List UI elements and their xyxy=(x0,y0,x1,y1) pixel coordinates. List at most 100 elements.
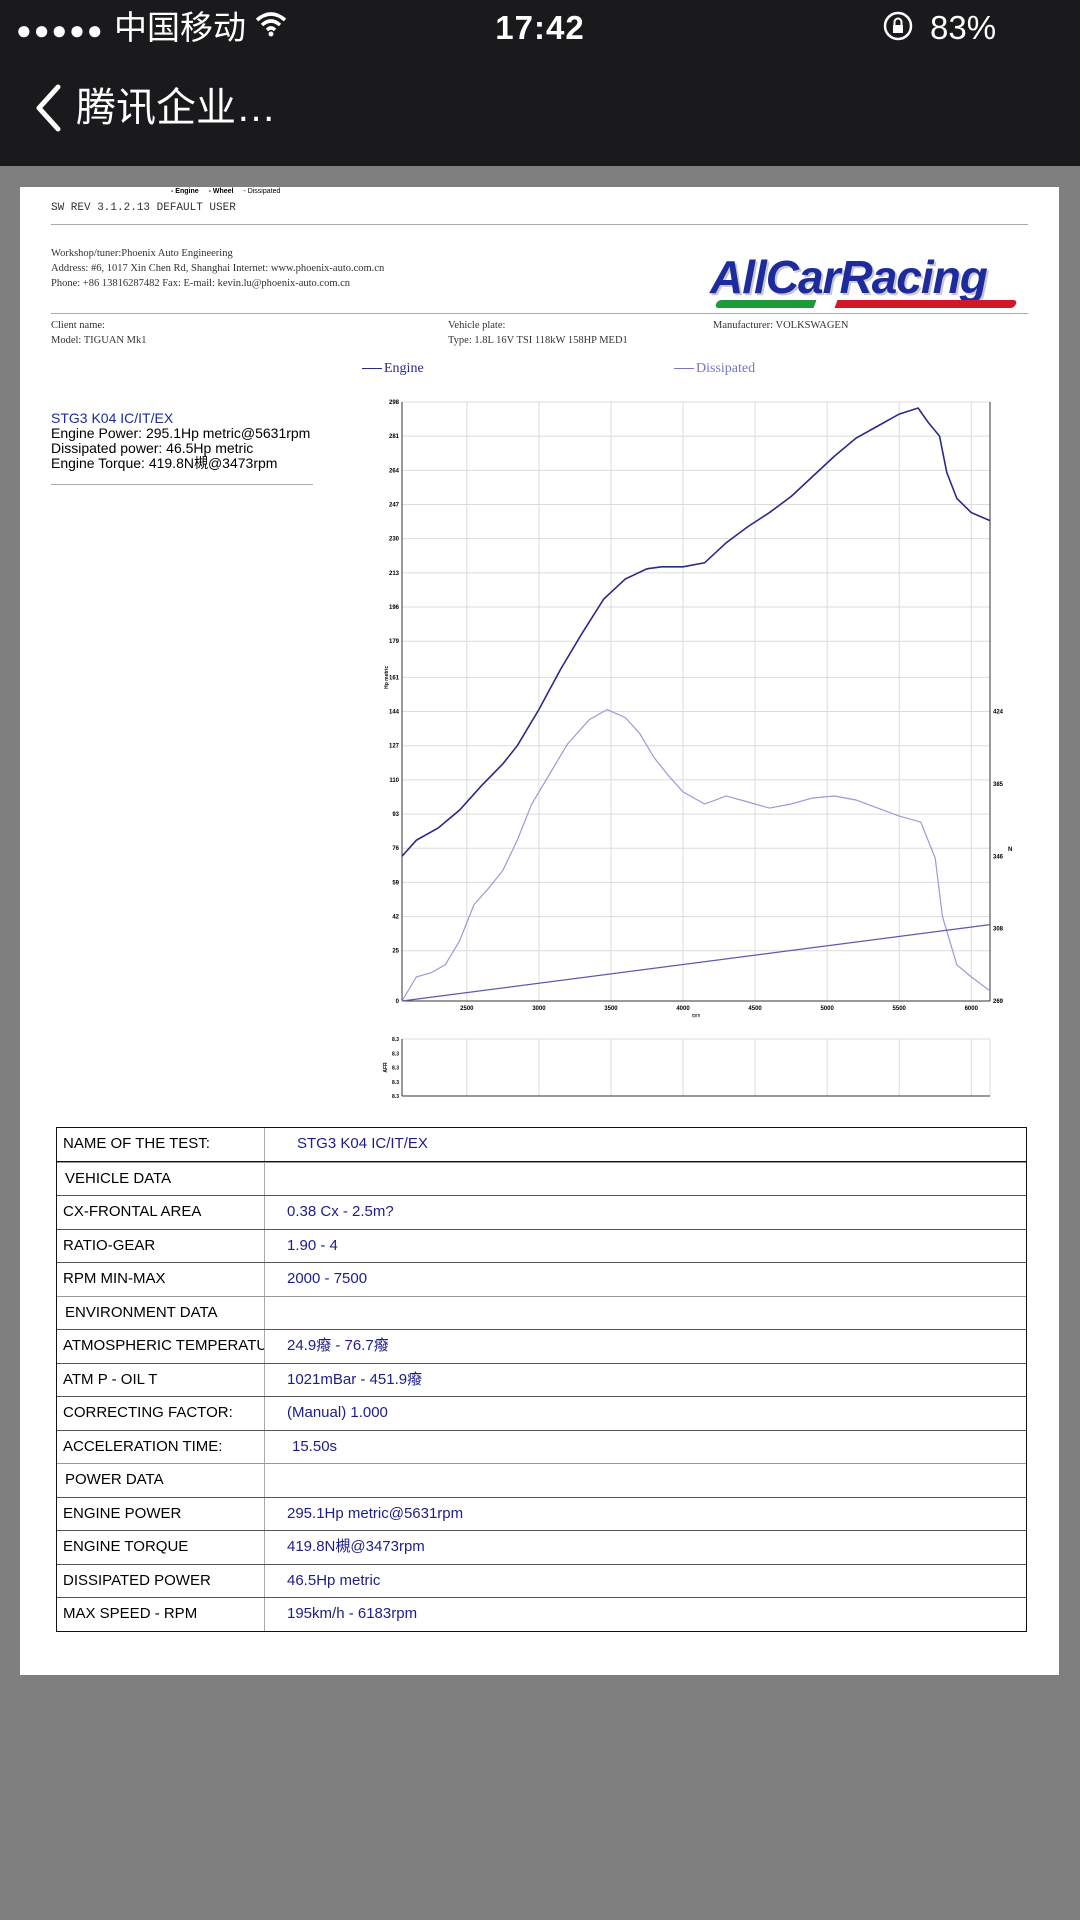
table-row-label: NAME OF THE TEST: xyxy=(57,1128,265,1161)
table-row: ENVIRONMENT DATA xyxy=(57,1295,1026,1329)
y-tick-label: 76 xyxy=(392,846,399,852)
y2-tick-label: 308 xyxy=(993,927,1004,933)
y2-tick-label: 424 xyxy=(993,710,1004,716)
table-row: NAME OF THE TEST: STG3 K04 IC/IT/EX xyxy=(57,1128,1026,1162)
table-row: ATM P - OIL T 1021mBar - 451.9癈 xyxy=(57,1362,1026,1396)
table-row-label: ENVIRONMENT DATA xyxy=(57,1296,265,1329)
divider xyxy=(51,484,313,485)
table-row-label: MAX SPEED - RPM xyxy=(57,1598,265,1631)
client-name: Client name: xyxy=(51,320,105,331)
afr-tick-label: 8.3 xyxy=(392,1094,399,1100)
y-tick-label: 93 xyxy=(392,812,399,818)
y2-tick-label: 346 xyxy=(993,854,1004,860)
table-row-value: 0.38 Cx - 2.5m? xyxy=(287,1203,394,1220)
summary-engine-torque: Engine Torque: 419.8N槻@3473rpm xyxy=(51,455,278,471)
legend-dissipated: - Dissipated xyxy=(243,188,281,195)
phone: Phone: +86 13816287482 Fax: E-mail: kevi… xyxy=(51,278,351,289)
manufacturer: Manufacturer: VOLKSWAGEN xyxy=(713,320,849,331)
status-bar: ●●●●● 中国移动 17:42 83% xyxy=(0,0,1080,54)
y-tick-label: 110 xyxy=(389,778,399,784)
rotation-lock-icon xyxy=(882,10,914,51)
table-row-label: ATM P - OIL T xyxy=(57,1363,265,1396)
y-tick-label: 213 xyxy=(389,571,400,577)
x-tick-label: 4500 xyxy=(748,1006,762,1012)
x-axis-label: rpm xyxy=(692,1013,701,1019)
software-revision: SW REV 3.1.2.13 DEFAULT USER xyxy=(51,202,236,214)
table-row-label: CX-FRONTAL AREA xyxy=(57,1196,265,1229)
y-tick-label: 25 xyxy=(392,949,399,955)
y-tick-label: 298 xyxy=(389,400,400,406)
table-row-value: (Manual) 1.000 xyxy=(287,1404,388,1421)
summary-test-name: STG3 K04 IC/IT/EX xyxy=(51,410,174,426)
table-row-label: ATMOSPHERIC TEMPERATURE xyxy=(57,1330,265,1363)
series-dissipated-line xyxy=(401,708,991,1002)
table-row: CORRECTING FACTOR: (Manual) 1.000 xyxy=(57,1396,1026,1430)
table-row-value: STG3 K04 IC/IT/EX xyxy=(297,1135,428,1152)
carrier-name: 中国移动 xyxy=(114,9,246,46)
y-tick-label: 264 xyxy=(389,468,400,474)
table-row-label: ENGINE TORQUE xyxy=(57,1531,265,1564)
nav-bar: 腾讯企业… xyxy=(0,64,1080,154)
allcarracing-logo: AllCarRacing xyxy=(710,250,1030,322)
table-row-label: ACCELERATION TIME: xyxy=(57,1430,265,1463)
address: Address: #6, 1017 Xin Chen Rd, Shanghai … xyxy=(51,263,385,274)
x-tick-label: 2500 xyxy=(460,1006,474,1012)
table-row: ACCELERATION TIME: 15.50s xyxy=(57,1429,1026,1463)
table-row-label: ENGINE POWER xyxy=(57,1497,265,1530)
table-row: POWER DATA xyxy=(57,1463,1026,1497)
table-row-value: 295.1Hp metric@5631rpm xyxy=(287,1504,464,1522)
vehicle-plate: Vehicle plate: xyxy=(448,320,506,331)
y-tick-label: 0 xyxy=(396,999,400,1005)
test-data-table: NAME OF THE TEST: STG3 K04 IC/IT/EX VEHICL… xyxy=(56,1127,1027,1632)
x-tick-label: 6000 xyxy=(965,1006,979,1012)
nav-title: 腾讯企业… xyxy=(76,86,276,130)
legend-wheel: - Wheel xyxy=(208,188,234,195)
table-row: MAX SPEED - RPM 195km/h - 6183rpm xyxy=(57,1597,1026,1631)
legend-engine: - Engine xyxy=(171,188,199,195)
table-row-value: 15.50s xyxy=(292,1437,338,1455)
summary-engine-power: Engine Power: 295.1Hp metric@5631rpm xyxy=(51,425,311,441)
x-tick-label: 4000 xyxy=(676,1006,690,1012)
x-tick-label: 3000 xyxy=(532,1006,546,1012)
y2-tick-label: 385 xyxy=(993,782,1004,788)
signal-strength-icon: ●●●●● xyxy=(16,15,105,45)
table-row-value: 46.5Hp metric xyxy=(287,1571,381,1589)
top-bar: ●●●●● 中国移动 17:42 83% 腾讯企业… xyxy=(0,0,1080,166)
table-row-label: RPM MIN-MAX xyxy=(57,1263,265,1296)
workshop: Workshop/tuner:Phoenix Auto Engineering xyxy=(51,248,233,259)
table-row: CX-FRONTAL AREA 0.38 Cx - 2.5m? xyxy=(57,1195,1026,1229)
divider xyxy=(51,313,1028,314)
y-tick-label: 179 xyxy=(389,639,400,645)
afr-frame xyxy=(401,1038,991,1097)
table-row-value: 195km/h - 6183rpm xyxy=(287,1605,418,1622)
y-tick-label: 281 xyxy=(389,434,400,440)
power-chart: 0 25 42 59 76 93 110 127 144 161 179 196 213 230 247 26… xyxy=(384,400,1012,1019)
chart-legend-dissipated: Dissipated xyxy=(674,361,755,377)
table-row: ENGINE TORQUE 419.8N槻@3473rpm xyxy=(57,1530,1026,1564)
back-button[interactable]: 腾讯企业… xyxy=(28,78,408,138)
series-engine-line xyxy=(401,407,991,857)
document-page: - Engine - Wheel - Dissipated SW REV 3.1… xyxy=(20,187,1059,1675)
afr-tick-label: 8.3 xyxy=(392,1037,399,1043)
battery-level: 83% xyxy=(930,9,997,46)
table-row-value: 1.90 - 4 xyxy=(287,1236,338,1254)
table-row-label: CORRECTING FACTOR: xyxy=(57,1397,265,1430)
chart-legend-engine: Engine xyxy=(362,361,424,377)
y-tick-label: 59 xyxy=(392,880,399,886)
table-row-value: 24.9癈 - 76.7癈 xyxy=(287,1337,389,1354)
table-row: RATIO-GEAR 1.90 - 4 xyxy=(57,1228,1026,1262)
afr-tick-label: 8.3 xyxy=(392,1080,399,1086)
y-tick-label: 247 xyxy=(389,503,400,509)
y-tick-label: 230 xyxy=(389,537,400,543)
y-tick-label: 127 xyxy=(389,744,400,750)
afr-tick-label: 8.3 xyxy=(392,1066,399,1072)
vehicle-model: Model: TIGUAN Mk1 xyxy=(51,335,147,346)
clock: 17:42 xyxy=(495,9,585,46)
y-tick-label: 144 xyxy=(389,710,400,716)
table-row: VEHICLE DATA xyxy=(57,1161,1026,1195)
table-row-value: 1021mBar - 451.9癈 xyxy=(287,1370,423,1388)
test-summary: STG3 K04 IC/IT/EX Engine Power: 295.1Hp … xyxy=(51,411,311,471)
y-tick-label: 42 xyxy=(392,915,399,921)
table-row-label: DISSIPATED POWER xyxy=(57,1564,265,1597)
